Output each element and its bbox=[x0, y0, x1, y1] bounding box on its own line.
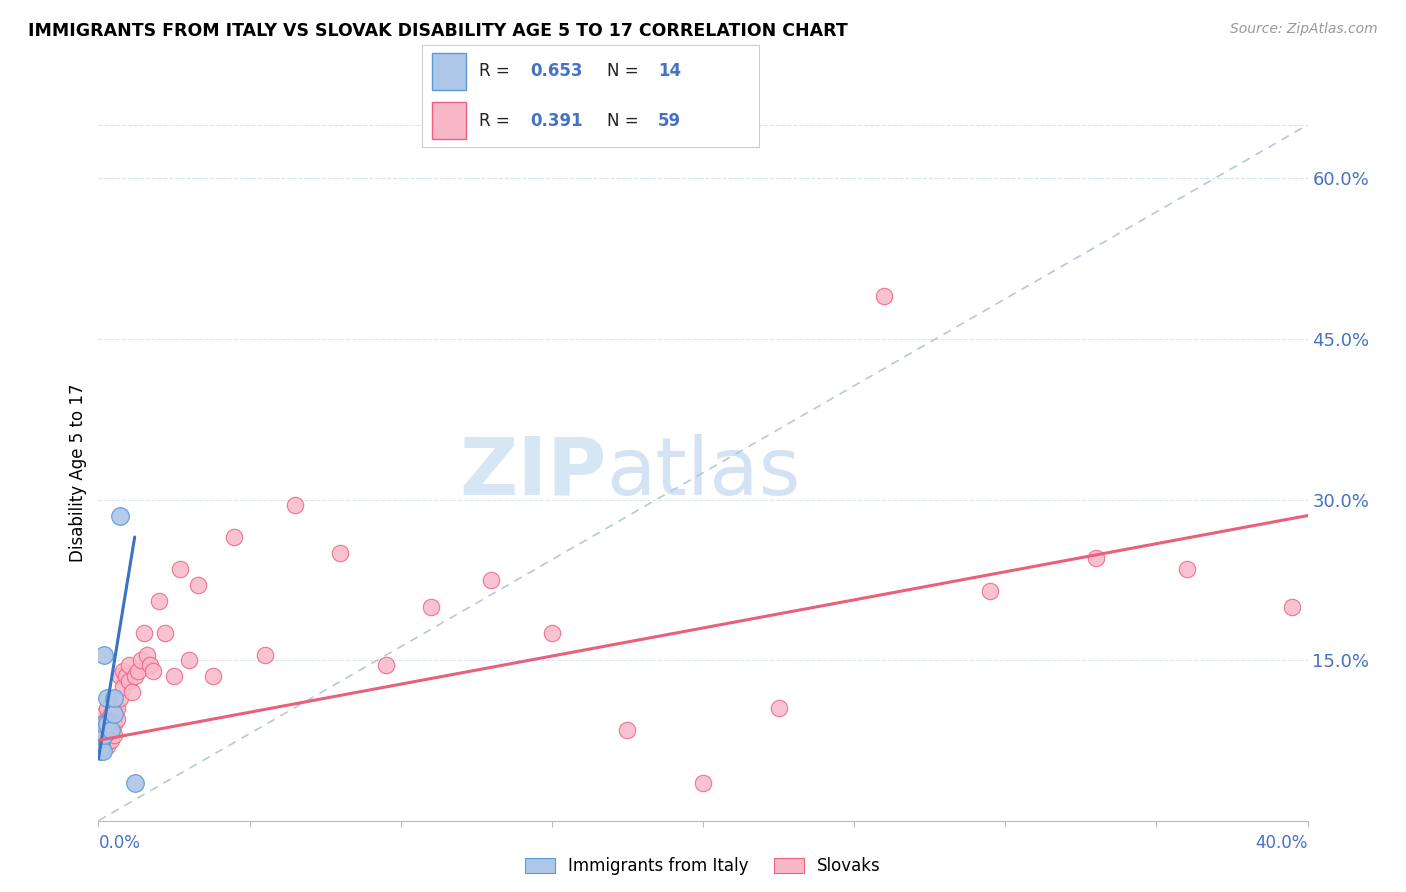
Point bbox=[692, 776, 714, 790]
Point bbox=[96, 690, 118, 705]
Point bbox=[105, 712, 128, 726]
Point bbox=[93, 728, 115, 742]
Point bbox=[202, 669, 225, 683]
Point bbox=[1085, 551, 1108, 566]
Point bbox=[90, 728, 112, 742]
Point bbox=[979, 583, 1001, 598]
Point bbox=[768, 701, 790, 715]
Point bbox=[481, 573, 503, 587]
Point bbox=[540, 626, 562, 640]
Point bbox=[91, 733, 114, 747]
Point bbox=[103, 728, 125, 742]
Text: R =: R = bbox=[479, 112, 515, 129]
Text: 59: 59 bbox=[658, 112, 681, 129]
Text: IMMIGRANTS FROM ITALY VS SLOVAK DISABILITY AGE 5 TO 17 CORRELATION CHART: IMMIGRANTS FROM ITALY VS SLOVAK DISABILI… bbox=[28, 22, 848, 40]
Point bbox=[142, 664, 165, 678]
Point bbox=[135, 648, 157, 662]
Point bbox=[93, 717, 115, 731]
Point bbox=[93, 706, 115, 721]
Point bbox=[253, 648, 276, 662]
Point bbox=[114, 669, 136, 683]
Point bbox=[93, 717, 115, 731]
Text: 0.391: 0.391 bbox=[530, 112, 582, 129]
Point bbox=[111, 680, 134, 694]
Point bbox=[96, 712, 118, 726]
Point bbox=[873, 289, 896, 303]
Text: 0.653: 0.653 bbox=[530, 62, 582, 80]
Point bbox=[96, 739, 118, 753]
Point bbox=[93, 648, 115, 662]
Point bbox=[90, 744, 112, 758]
Point bbox=[139, 658, 162, 673]
FancyBboxPatch shape bbox=[432, 102, 465, 139]
Point bbox=[96, 728, 118, 742]
Point bbox=[118, 674, 141, 689]
Point bbox=[1281, 599, 1303, 614]
Point bbox=[284, 498, 307, 512]
FancyBboxPatch shape bbox=[432, 53, 465, 90]
Point bbox=[132, 626, 155, 640]
Point bbox=[127, 664, 149, 678]
Point bbox=[153, 626, 176, 640]
Point bbox=[108, 690, 131, 705]
Point bbox=[103, 717, 125, 731]
Point bbox=[163, 669, 186, 683]
Point bbox=[108, 508, 131, 523]
Point bbox=[91, 744, 114, 758]
Point bbox=[129, 653, 152, 667]
Point bbox=[420, 599, 443, 614]
Point bbox=[100, 706, 122, 721]
Y-axis label: Disability Age 5 to 17: Disability Age 5 to 17 bbox=[69, 384, 87, 562]
Text: atlas: atlas bbox=[606, 434, 800, 512]
Point bbox=[89, 744, 111, 758]
Text: ZIP: ZIP bbox=[458, 434, 606, 512]
Point bbox=[187, 578, 209, 592]
Point bbox=[93, 739, 115, 753]
Point bbox=[103, 701, 125, 715]
Point bbox=[90, 739, 112, 753]
Point bbox=[169, 562, 191, 576]
Point bbox=[103, 690, 125, 705]
Point bbox=[93, 728, 115, 742]
Point bbox=[616, 723, 638, 737]
Point bbox=[103, 706, 125, 721]
Point bbox=[121, 685, 143, 699]
Point bbox=[100, 723, 122, 737]
Text: 40.0%: 40.0% bbox=[1256, 834, 1308, 852]
Point bbox=[124, 669, 146, 683]
Point bbox=[105, 701, 128, 715]
Point bbox=[96, 701, 118, 715]
Text: 14: 14 bbox=[658, 62, 681, 80]
Point bbox=[148, 594, 170, 608]
Point bbox=[224, 530, 246, 544]
Text: N =: N = bbox=[607, 112, 644, 129]
Point bbox=[111, 664, 134, 678]
Text: N =: N = bbox=[607, 62, 644, 80]
Point bbox=[100, 733, 122, 747]
Point bbox=[108, 669, 131, 683]
Legend: Immigrants from Italy, Slovaks: Immigrants from Italy, Slovaks bbox=[519, 851, 887, 882]
Point bbox=[90, 733, 112, 747]
Text: Source: ZipAtlas.com: Source: ZipAtlas.com bbox=[1230, 22, 1378, 37]
Point bbox=[90, 717, 112, 731]
Point bbox=[118, 658, 141, 673]
Point bbox=[1175, 562, 1198, 576]
Point bbox=[96, 717, 118, 731]
Text: 0.0%: 0.0% bbox=[98, 834, 141, 852]
Point bbox=[329, 546, 352, 560]
Point bbox=[374, 658, 396, 673]
Point bbox=[179, 653, 201, 667]
Point bbox=[100, 723, 122, 737]
Point bbox=[124, 776, 146, 790]
Point bbox=[89, 739, 111, 753]
Text: R =: R = bbox=[479, 62, 515, 80]
